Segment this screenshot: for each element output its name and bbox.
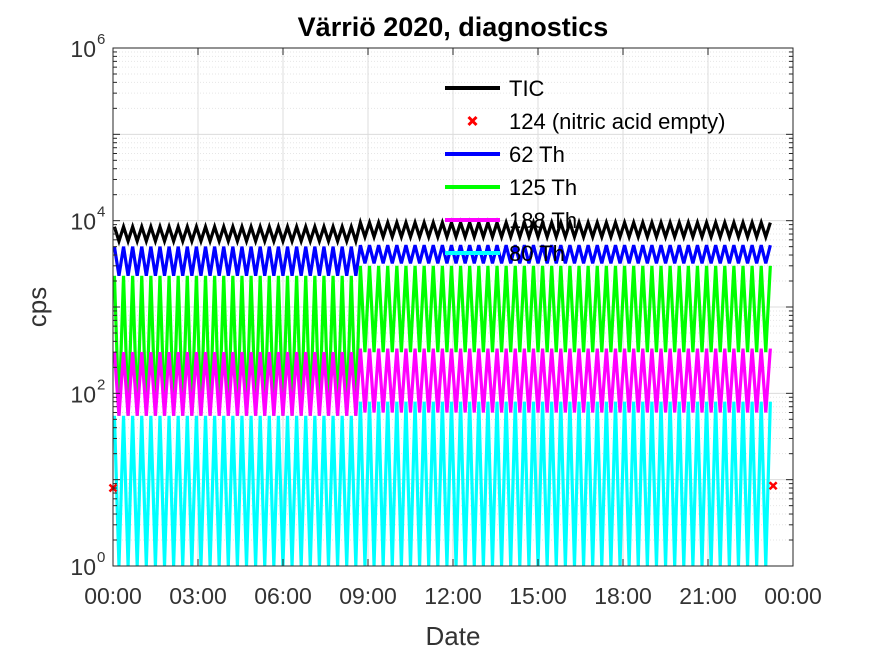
x-tick-label: 09:00 [339,583,397,609]
x-tick-label: 18:00 [594,583,652,609]
y-tick-exponent: 0 [97,549,105,566]
legend-entry: 62 Th [445,142,565,167]
y-tick-exponent: 6 [97,31,105,48]
y-tick-label: 10 [70,36,96,62]
series-line-62-th [113,244,772,277]
x-tick-label: 00:00 [84,583,142,609]
y-tick-label: 10 [70,209,96,235]
chart-title: Värriö 2020, diagnostics [298,12,609,42]
y-tick-exponent: 2 [97,376,105,393]
legend-label: TIC [509,76,545,101]
x-tick-label: 06:00 [254,583,312,609]
legend-entry: 80 Th [445,241,565,266]
legend: TIC 124 (nitric acid empty) 62 Th 125 Th 188… [445,76,725,266]
axis-ticks [112,47,794,567]
legend-label: 80 Th [509,241,565,266]
legend-swatch [467,115,478,127]
y-axis-label: cps [22,287,52,327]
legend-label: 125 Th [509,175,577,200]
x-tick-label: 00:00 [764,583,822,609]
x-tick-labels: 00:00 03:00 06:00 09:00 12:00 15:00 18:00 21:00… [84,583,822,609]
legend-entry: 125 Th [445,175,577,200]
x-tick-label: 15:00 [509,583,567,609]
y-tick-label: 10 [70,381,96,407]
legend-label: 62 Th [509,142,565,167]
series-line-80-th [113,401,772,566]
legend-entry: 124 (nitric acid empty) [467,109,725,134]
legend-entry: 188 Th [445,208,577,233]
legend-label: 188 Th [509,208,577,233]
marker-point [768,481,778,491]
legend-entry: TIC [445,76,545,101]
series-group [113,216,772,566]
y-tick-exponent: 4 [97,204,105,221]
series-line-125-th [113,265,772,416]
x-axis-label: Date [426,621,481,651]
x-tick-label: 12:00 [424,583,482,609]
x-tick-label: 03:00 [169,583,227,609]
x-tick-label: 21:00 [679,583,737,609]
legend-label: 124 (nitric acid empty) [509,109,725,134]
series-line-tic [113,216,772,247]
series-line-188-th [113,348,772,416]
y-tick-label: 10 [70,554,96,580]
